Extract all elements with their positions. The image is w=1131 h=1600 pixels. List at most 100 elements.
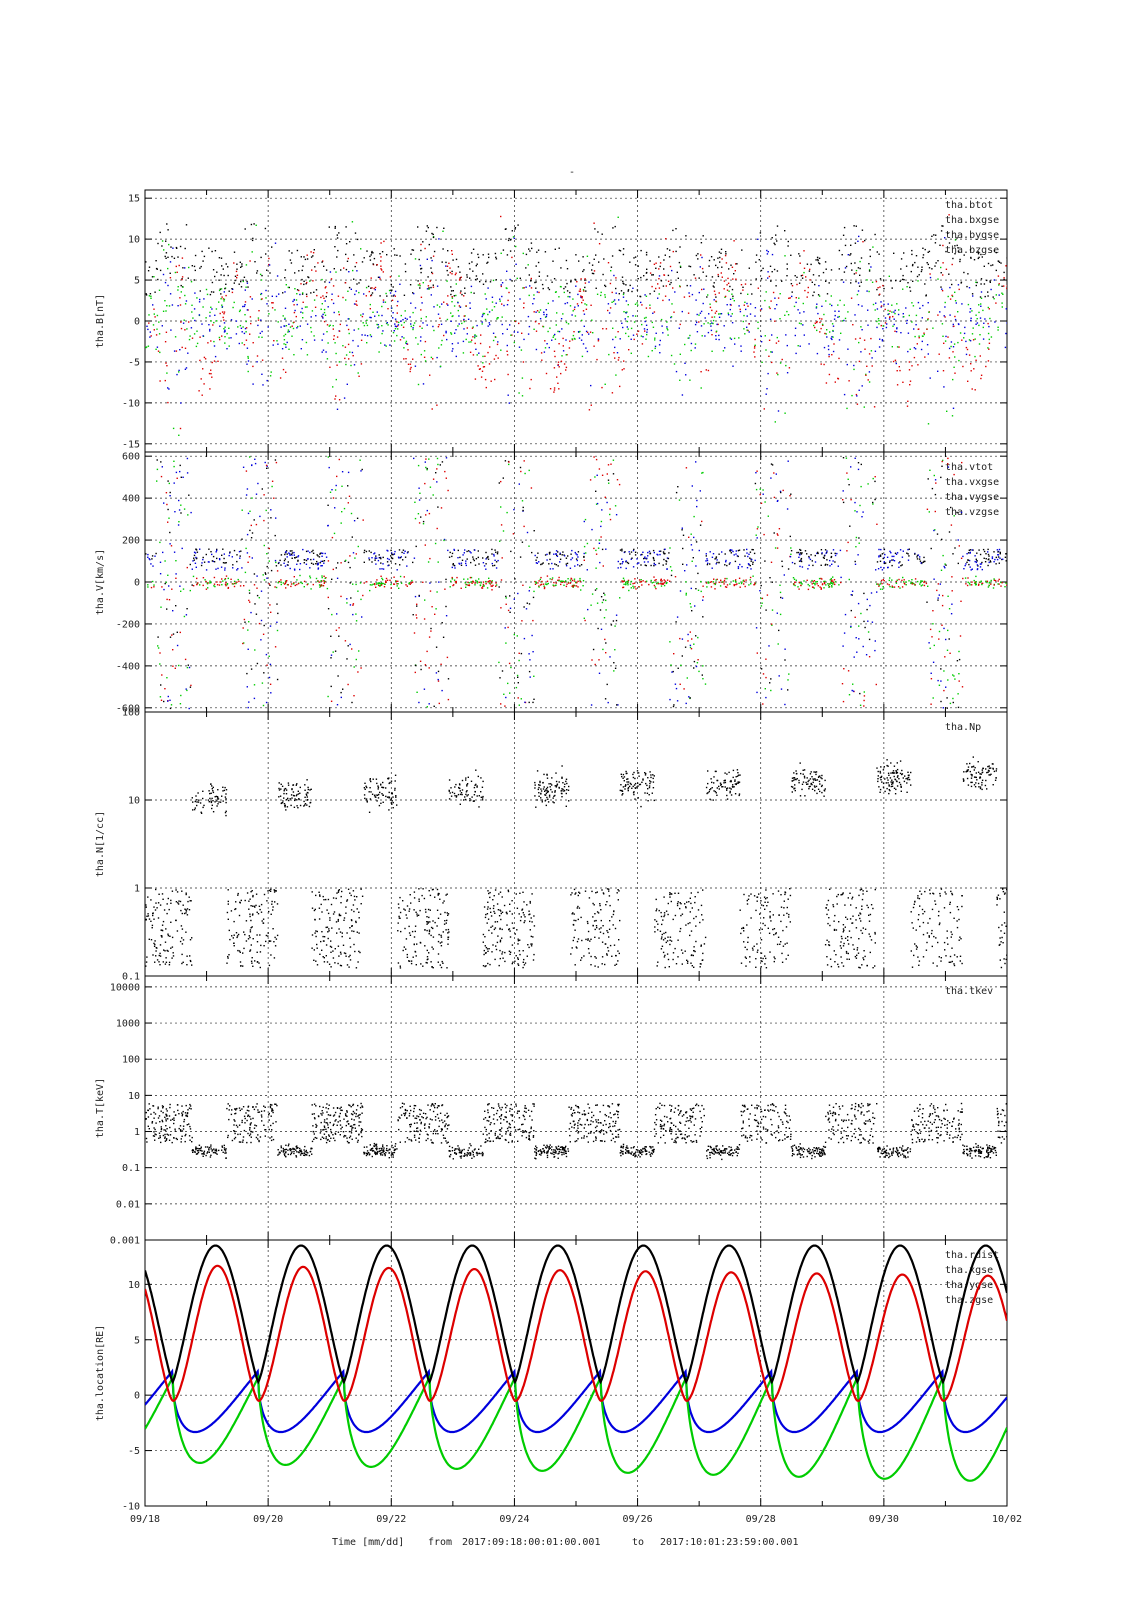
point-tha-bzgse [185, 300, 188, 302]
point-tha-vzgse [843, 632, 846, 634]
point-tha-bxgse [884, 322, 887, 324]
point-tha-vzgse [988, 561, 990, 564]
point-tha-bzgse [704, 335, 706, 337]
point-tha-vygse [663, 584, 666, 587]
point-tha-vtot [349, 582, 351, 584]
point-tha-vtot [378, 554, 380, 556]
point-tha-btot [212, 291, 215, 293]
point-tha-vtot [663, 558, 665, 561]
point-tha-bxgse [701, 267, 704, 270]
point-tha-vzgse [705, 560, 707, 562]
point-tha-vtot [769, 577, 771, 579]
point-tha-bygse [640, 335, 643, 337]
point-tha-btot [594, 228, 596, 230]
point-tha-vtot [857, 462, 860, 464]
point-tha-vzgse [250, 611, 252, 614]
point-tha-btot [676, 271, 678, 273]
point-tha-btot [381, 251, 384, 253]
point-tha-bzgse [906, 322, 908, 324]
point-tha-vzgse [161, 466, 163, 468]
point-tha-btot [799, 255, 801, 257]
point-tha-bygse [784, 412, 786, 414]
point-tha-vygse [831, 586, 833, 588]
point-tha-bxgse [484, 355, 486, 357]
point-tha-vxgse [410, 582, 412, 584]
point-tha-bygse [622, 293, 625, 296]
point-tha-vygse [360, 598, 362, 601]
point-tha-bzgse [457, 342, 459, 344]
point-tha-vxgse [318, 581, 320, 583]
point-tha-vzgse [463, 552, 465, 554]
point-tha-vtot [350, 597, 352, 599]
point-tha-bzgse [497, 341, 499, 343]
point-tha-vtot [610, 624, 613, 626]
point-tha-btot [909, 290, 912, 292]
point-tha-bxgse [482, 366, 485, 368]
point-tha-bzgse [875, 302, 877, 304]
point-tha-vygse [828, 586, 830, 588]
point-tha-btot [639, 295, 642, 298]
point-tha-vtot [473, 559, 475, 562]
point-tha-vxgse [998, 578, 1000, 581]
point-tha-btot [313, 249, 315, 251]
point-tha-bxgse [987, 322, 989, 325]
point-tha-vtot [312, 552, 315, 554]
point-tha-bxgse [427, 285, 430, 287]
point-tha-btot [844, 244, 847, 247]
point-tha-bzgse [585, 330, 588, 333]
point-tha-vtot [510, 550, 512, 553]
point-tha-vxgse [243, 585, 245, 587]
point-tha-bygse [831, 323, 834, 325]
point-tha-bygse [596, 293, 599, 295]
point-tha-vxgse [941, 604, 944, 607]
y-tick-label: -15 [122, 439, 140, 450]
point-tha-bzgse [543, 311, 545, 313]
point-tha-vtot [580, 564, 583, 566]
point-tha-vygse [614, 625, 616, 627]
point-tha-bxgse [249, 296, 252, 298]
point-tha-bzgse [436, 356, 438, 359]
point-tha-bxgse [431, 408, 433, 410]
point-tha-vygse [510, 666, 512, 669]
point-tha-vzgse [428, 703, 430, 705]
point-tha-vtot [386, 561, 389, 563]
point-tha-bzgse [795, 352, 797, 355]
point-tha-bzgse [718, 338, 720, 341]
point-tha-bzgse [915, 324, 917, 326]
point-tha-bygse [210, 306, 212, 308]
point-tha-btot [219, 288, 221, 290]
point-tha-vygse [969, 584, 971, 586]
point-tha-vygse [689, 646, 692, 649]
point-tha-vxgse [474, 582, 476, 584]
point-tha-bzgse [771, 253, 774, 256]
point-tha-bzgse [321, 351, 323, 353]
point-tha-vtot [517, 682, 519, 684]
point-tha-bzgse [945, 335, 947, 338]
point-tha-vzgse [901, 556, 904, 558]
point-tha-bygse [563, 291, 565, 294]
point-tha-vtot [824, 549, 827, 551]
point-tha-vygse [182, 588, 185, 590]
point-tha-vzgse [320, 565, 322, 567]
point-tha-bxgse [974, 389, 976, 391]
point-tha-vzgse [435, 672, 438, 674]
point-tha-bxgse [233, 262, 235, 264]
point-tha-bygse [542, 326, 545, 328]
point-tha-vxgse [569, 582, 572, 584]
point-tha-vygse [600, 520, 603, 523]
point-tha-vzgse [770, 477, 772, 479]
point-tha-vygse [920, 585, 922, 587]
point-tha-vygse [947, 629, 949, 632]
point-tha-bzgse [394, 323, 396, 325]
point-tha-bxgse [355, 262, 358, 264]
point-tha-bzgse [357, 345, 359, 347]
point-tha-vygse [867, 483, 869, 485]
point-tha-bygse [742, 320, 744, 323]
point-tha-bygse [633, 321, 636, 323]
point-tha-vtot [188, 494, 190, 496]
point-tha-bygse [561, 355, 563, 357]
point-tha-vtot [842, 457, 845, 459]
point-tha-vzgse [219, 558, 221, 561]
point-tha-btot [706, 296, 708, 298]
point-tha-bxgse [723, 280, 726, 282]
